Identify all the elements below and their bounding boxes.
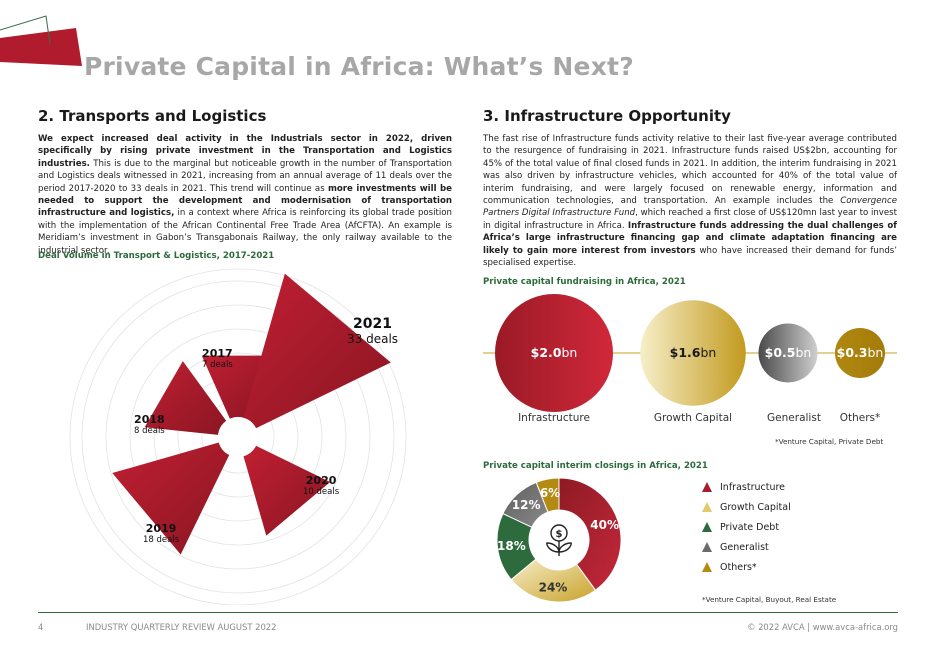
transports-bold-mid: more investments will be needed to suppo… (38, 183, 453, 219)
bubble-Growth Capital (640, 300, 746, 406)
polar-gridline (105, 304, 371, 570)
interim-chart-title: Private capital interim closings in Afri… (483, 461, 708, 471)
bubble-value-label: $1.6bn (670, 345, 717, 360)
bubble-value-label: $2.0bn (531, 345, 578, 360)
legend-item-growth-capital: Growth Capital (702, 497, 791, 517)
polar-bar-2019 (112, 442, 230, 555)
legend-label: Infrastructure (720, 481, 786, 493)
page-number: 4 (38, 622, 44, 632)
bubble-Generalist (758, 323, 818, 383)
deals-2020: 10 deals (303, 487, 340, 497)
year-2017: 2017 (202, 347, 233, 360)
legend-label: Generalist (720, 541, 769, 553)
fundraising-bubble-chart: $2.0bn $1.6bn $0.5bn $0.3bn (483, 294, 897, 412)
svg-text:$: $ (556, 529, 563, 540)
bubble-label-others: Others* (839, 412, 881, 424)
polar-gridline (81, 280, 395, 594)
legend-triangle-icon (702, 502, 712, 512)
corner-line-shape (0, 15, 51, 45)
infra-text-tail: who have increased their demand for fund… (483, 245, 897, 269)
corner-decoration (0, 15, 82, 66)
bubble-label-generalist: Generalist (767, 412, 821, 424)
donut-value-label: 40% (590, 518, 619, 532)
legend-item-infrastructure: Infrastructure (702, 477, 791, 497)
transports-text: This is due to the marginal but noticeab… (38, 158, 452, 194)
interim-legend: Infrastructure Growth Capital Private De… (702, 477, 791, 577)
year-2020: 2020 (305, 474, 337, 487)
money-plant-icon: $ (546, 524, 572, 556)
fundraising-footnote: *Venture Capital, Private Debt (775, 437, 884, 446)
legend-triangle-icon (702, 522, 712, 532)
infra-bold: Infrastructure funds addressing the dual… (483, 220, 897, 256)
transports-paragraph: We expect increased deal activity in the… (38, 133, 452, 257)
legend-label: Others* (720, 561, 757, 573)
section-heading-transports: 2. Transports and Logistics (38, 107, 267, 125)
label-2021: 2021 33 deals (347, 316, 398, 346)
footer-rule (38, 612, 898, 613)
interim-footnote: *Venture Capital, Buyout, Real Estate (702, 595, 837, 604)
donut-value-label: 24% (539, 581, 568, 595)
donut-center (530, 511, 588, 569)
copyright-link[interactable]: © 2022 AVCA | www.avca-africa.org (747, 622, 898, 632)
deals-2021: 33 deals (347, 332, 399, 346)
polar-gridline (153, 352, 323, 522)
legend-label: Private Debt (720, 521, 780, 533)
donut-slice-Infrastructure (558, 477, 622, 591)
transports-bold-lead: We expect increased deal activity in the… (38, 134, 452, 169)
transports-text-tail: in a context where Africa is reinforcing… (38, 208, 453, 256)
bubble-label-growth-capital: Growth Capital (653, 412, 733, 424)
infra-text: The fast rise of Infrastructure funds ac… (483, 134, 897, 207)
publication-name: INDUSTRY QUARTERLY REVIEW AUGUST 2022 (86, 622, 277, 632)
year-2021: 2021 (353, 316, 392, 332)
polar-center-hole (218, 417, 258, 457)
fundraising-chart-title: Private capital fundraising in Africa, 2… (483, 277, 686, 287)
bubble-Others* (835, 328, 885, 378)
infra-fund-name: Convergence Partners Digital Infrastruct… (483, 196, 897, 219)
donut-value-label: 12% (512, 498, 541, 512)
label-2019: 2019 18 deals (143, 522, 179, 545)
bubble-value-label: $0.5bn (765, 345, 812, 360)
polar-bar-2021 (243, 273, 391, 429)
polar-bar-2018 (144, 361, 227, 435)
bubble-label-infrastructure: Infrastructure (518, 412, 590, 424)
deals-2019: 18 deals (143, 535, 180, 545)
donut-slice-Growth Capital (510, 558, 597, 603)
corner-red-shape (0, 28, 82, 66)
section-heading-infrastructure: 3. Infrastructure Opportunity (483, 107, 731, 125)
bubble-value-label: $0.3bn (837, 345, 884, 360)
legend-item-generalist: Generalist (702, 537, 791, 557)
infra-text-mid: , which reached a first close of US$120m… (483, 208, 898, 231)
donut-value-label: 18% (497, 539, 526, 553)
legend-triangle-icon (702, 562, 712, 572)
bubble-Infrastructure (495, 294, 613, 412)
polar-bar-2020 (243, 445, 331, 536)
deals-2018: 8 deals (134, 426, 165, 436)
deal-volume-chart-title: Deal Volume in Transport & Logistics, 20… (38, 251, 275, 261)
deal-volume-polar-chart (69, 268, 407, 605)
legend-triangle-icon (702, 542, 712, 552)
polar-bar-2017 (201, 355, 275, 419)
donut-value-label: 6% (540, 486, 560, 500)
donut-slice-Others* (535, 477, 560, 513)
legend-item-private-debt: Private Debt (702, 517, 791, 537)
legend-label: Growth Capital (720, 501, 791, 513)
label-2018: 2018 8 deals (134, 413, 165, 436)
year-2019: 2019 (145, 522, 177, 535)
page-title: Private Capital in Africa: What’s Next? (84, 52, 634, 81)
interim-donut-chart: 40% 24% 18% 12%6% $ (496, 477, 622, 603)
polar-gridline (129, 328, 347, 546)
polar-gridline (69, 268, 407, 605)
label-2020: 2020 10 deals (303, 474, 339, 497)
infrastructure-paragraph: The fast rise of Infrastructure funds ac… (483, 133, 897, 269)
legend-item-others: Others* (702, 557, 791, 577)
legend-triangle-icon (702, 482, 712, 492)
deals-2017: 7 deals (202, 360, 233, 370)
year-2018: 2018 (134, 413, 165, 426)
label-2017: 2017 7 deals (202, 347, 233, 370)
